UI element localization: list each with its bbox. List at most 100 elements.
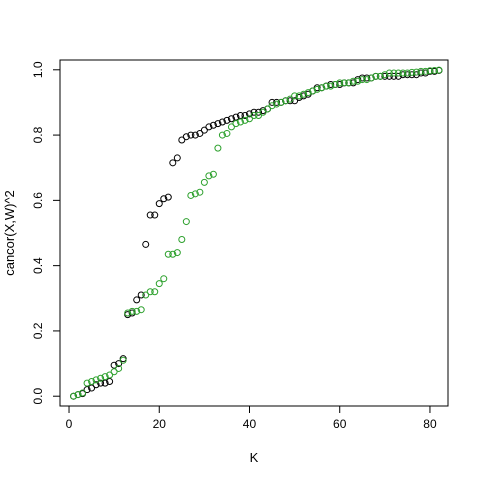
series-2-point bbox=[363, 76, 371, 84]
data-points bbox=[70, 66, 443, 400]
series-2-point bbox=[128, 307, 136, 315]
series-2-point bbox=[250, 111, 258, 119]
series-2-point bbox=[110, 368, 118, 376]
series-2-point bbox=[124, 309, 132, 317]
series-1-point bbox=[214, 120, 222, 128]
series-2-point bbox=[92, 376, 100, 384]
series-1-point bbox=[205, 123, 213, 131]
series-1-point bbox=[227, 115, 235, 123]
series-2-point bbox=[282, 97, 290, 105]
series-2-point bbox=[187, 191, 195, 199]
series-1-point bbox=[155, 200, 163, 208]
series-2-point bbox=[430, 66, 438, 74]
series-2-point bbox=[336, 79, 344, 87]
series-2-point bbox=[291, 92, 299, 100]
series-2-point bbox=[264, 105, 272, 113]
series-2-point bbox=[236, 118, 244, 126]
series-2-point bbox=[146, 288, 154, 296]
series-1-point bbox=[151, 211, 159, 219]
series-1-point bbox=[169, 159, 177, 167]
y-tick-label: 0.6 bbox=[31, 192, 45, 209]
series-2-point bbox=[151, 288, 159, 296]
series-2-point bbox=[223, 129, 231, 137]
series-2-point bbox=[232, 120, 240, 128]
series-2-point bbox=[74, 391, 82, 399]
series-1-point bbox=[232, 113, 240, 121]
series-2-point bbox=[142, 291, 150, 299]
series-2-point bbox=[426, 67, 434, 75]
series-2-point bbox=[313, 85, 321, 93]
series-1-point bbox=[394, 72, 402, 80]
series-2-point bbox=[200, 178, 208, 186]
series-2-point bbox=[245, 115, 253, 123]
series-1-point bbox=[110, 361, 118, 369]
series-2-point bbox=[421, 67, 429, 75]
x-tick-label: 20 bbox=[153, 417, 167, 431]
series-2-point bbox=[255, 111, 263, 119]
series-1-point bbox=[390, 72, 398, 80]
series-2-point bbox=[394, 69, 402, 77]
series-2-point bbox=[214, 144, 222, 152]
series-2-point bbox=[173, 249, 181, 257]
series-2-point bbox=[196, 188, 204, 196]
series-2-point bbox=[408, 68, 416, 76]
series-1-point bbox=[218, 118, 226, 126]
series-2-point bbox=[259, 108, 267, 116]
series-2-point bbox=[160, 275, 168, 283]
series-2-point bbox=[354, 77, 362, 85]
series-1-point bbox=[133, 296, 141, 304]
series-1-point bbox=[97, 379, 105, 387]
series-1-point bbox=[236, 111, 244, 119]
series-1-point bbox=[83, 386, 91, 394]
series-2-point bbox=[309, 87, 317, 95]
series-2-point bbox=[191, 190, 199, 198]
series-2-point bbox=[209, 170, 217, 178]
series-2-point bbox=[277, 98, 285, 106]
series-2-point bbox=[385, 69, 393, 77]
series-2-point bbox=[349, 77, 357, 85]
series-2-point bbox=[79, 389, 87, 397]
series-2-point bbox=[399, 69, 407, 77]
series-1-point bbox=[142, 240, 150, 248]
series-1-point bbox=[160, 195, 168, 203]
series-1-point bbox=[115, 360, 123, 368]
series-2-point bbox=[331, 80, 339, 88]
series-2-point bbox=[133, 307, 141, 315]
series-1-point bbox=[385, 72, 393, 80]
series-2-point bbox=[345, 79, 353, 87]
series-1-point bbox=[196, 129, 204, 137]
series-2-point bbox=[412, 68, 420, 76]
series-1-point bbox=[241, 111, 249, 119]
series-2-point bbox=[227, 123, 235, 131]
series-2-point bbox=[241, 116, 249, 124]
series-1-point bbox=[178, 136, 186, 144]
plot-frame bbox=[59, 59, 449, 407]
series-2-point bbox=[106, 371, 114, 379]
series-2-point bbox=[390, 69, 398, 77]
series-2-point bbox=[358, 76, 366, 84]
series-2-point bbox=[83, 379, 91, 387]
series-2-point bbox=[286, 95, 294, 103]
series-2-point bbox=[327, 82, 335, 90]
series-1-point bbox=[92, 381, 100, 389]
series-2-point bbox=[178, 236, 186, 244]
series-1-point bbox=[173, 154, 181, 162]
series-1-point bbox=[106, 378, 114, 386]
series-2-point bbox=[300, 90, 308, 98]
y-axis-label: cancor(X,W)^2 bbox=[2, 190, 17, 276]
series-2-point bbox=[205, 172, 213, 180]
series-1-point bbox=[164, 193, 172, 201]
series-2-point bbox=[101, 373, 109, 381]
series-2-point bbox=[97, 374, 105, 382]
series-2-point bbox=[304, 89, 312, 97]
series-1-point bbox=[268, 98, 276, 106]
series-1-point bbox=[191, 131, 199, 139]
y-tick-label: 0.8 bbox=[31, 126, 45, 143]
series-1-point bbox=[255, 108, 263, 116]
y-tick-label: 0.0 bbox=[31, 388, 45, 405]
series-2-point bbox=[273, 100, 281, 108]
y-tick-label: 1.0 bbox=[31, 61, 45, 78]
series-2-point bbox=[70, 392, 78, 400]
series-2-point bbox=[119, 356, 127, 364]
series-1-point bbox=[101, 379, 109, 387]
